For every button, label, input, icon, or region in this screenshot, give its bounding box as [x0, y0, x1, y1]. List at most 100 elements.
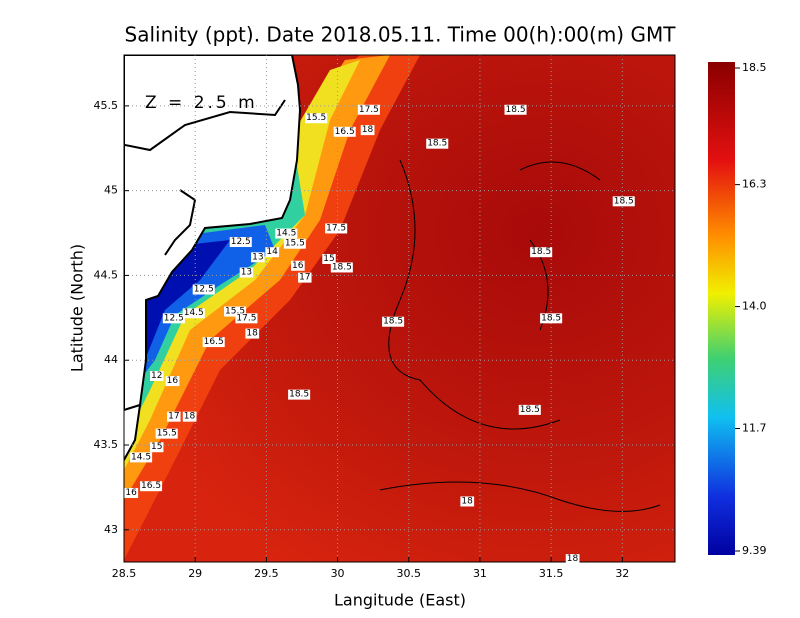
land [124, 403, 142, 461]
contour-label-text: 17.5 [359, 105, 379, 115]
x-tick-label: 30.5 [397, 567, 422, 580]
contour-label-box [325, 223, 348, 234]
colorbar-tick-label: 11.7 [742, 422, 767, 435]
front [124, 55, 390, 500]
contour-label: 18.5 [426, 138, 449, 149]
contour-label-text: 15 [323, 254, 334, 264]
x-tick-label: 30 [331, 567, 345, 580]
contour-label-box [305, 113, 328, 124]
contour-label: 16 [124, 487, 139, 498]
chart-title: Salinity (ppt). Date 2018.05.11. Time 00… [125, 23, 677, 47]
contour-label-box [192, 284, 215, 295]
contour-label: 14.5 [275, 228, 298, 239]
contour-label-box [382, 316, 405, 327]
contour-label-text: 16 [167, 376, 179, 386]
contour-label-box [460, 496, 475, 507]
contour-label: 18.5 [382, 316, 405, 327]
contour-label-text: 12.5 [231, 237, 251, 247]
contour-label-text: 16.5 [141, 481, 161, 491]
contour-label: 18.5 [330, 262, 353, 273]
contour-label-text: 17 [168, 412, 179, 422]
contour-label: 18 [182, 411, 197, 422]
contour-label-text: 15.5 [225, 307, 245, 317]
colorbar-tick-label: 9.39 [742, 544, 767, 557]
x-tick-label: 28.5 [112, 567, 137, 580]
contour-label: 16 [165, 376, 180, 387]
contour-label-text: 16 [125, 488, 137, 498]
contour-label-box [333, 126, 356, 137]
contour-label-box [283, 238, 306, 249]
contour-label-text: 13 [241, 268, 252, 278]
contour-label-box [290, 260, 305, 271]
contour-label-box [265, 247, 280, 258]
contour-label: 13 [251, 252, 265, 263]
x-tick-label: 31.5 [539, 567, 564, 580]
contour-label-text: 18.5 [506, 105, 526, 115]
contour-label: 17.5 [357, 104, 380, 115]
contour-label-text: 18.5 [332, 262, 352, 272]
x-tick-label: 31 [473, 567, 487, 580]
y-axis-label: Latitude (North) [68, 244, 87, 372]
contour-label-box [124, 487, 139, 498]
contour-label-text: 17 [299, 273, 310, 283]
y-tick-label: 45.5 [94, 99, 119, 112]
contour-label-text: 18.5 [427, 139, 447, 149]
contour-label: 15 [150, 442, 164, 453]
y-tick-label: 43.5 [94, 438, 119, 451]
contour-label-box [298, 272, 312, 283]
contour-label-text: 18.5 [289, 390, 309, 400]
contour-label-text: 18.5 [383, 317, 403, 327]
contour-label-text: 15.5 [306, 113, 326, 123]
front [145, 240, 230, 360]
contour-label: 15.5 [305, 113, 328, 124]
map-field [124, 55, 675, 562]
contour-label: 15.5 [224, 306, 247, 317]
contour-label: 17.5 [235, 313, 258, 324]
contour-label-box [140, 481, 163, 492]
contour-label-box [530, 247, 553, 258]
contour-label: 15.5 [283, 238, 306, 249]
coastline [124, 99, 286, 152]
x-tick-label: 29.5 [254, 567, 279, 580]
contour-label-box [275, 228, 298, 239]
contour-label: 15 [322, 253, 336, 264]
contour-label-text: 18.5 [531, 247, 551, 257]
contour-label-text: 12.5 [194, 285, 214, 295]
contour-label-box [357, 104, 380, 115]
contour-label-text: 18.5 [520, 405, 540, 415]
contour-label-text: 15.5 [157, 429, 177, 439]
contour-label-box [239, 267, 254, 278]
contour-label-text: 16.5 [335, 127, 355, 137]
contour-label: 12.5 [229, 237, 252, 248]
contour-label: 14 [265, 247, 280, 258]
contour-label: 17 [167, 411, 181, 422]
contour-label: 12.5 [162, 313, 185, 324]
contour-label: 12.5 [192, 284, 215, 295]
contour-label: 16.5 [333, 126, 356, 137]
front [135, 160, 305, 420]
contour-label: 18 [460, 496, 475, 507]
contour-label-text: 12.5 [164, 313, 184, 323]
contour-label-text: 18.5 [614, 196, 634, 206]
contour-label-box [150, 370, 164, 381]
x-tick-label: 32 [615, 567, 629, 580]
colorbar [708, 62, 735, 555]
coastline [164, 189, 197, 256]
x-axis-label: Langitude (East) [334, 591, 466, 610]
front [124, 55, 420, 560]
contour-label-box [612, 196, 635, 207]
contour-label: 14.5 [130, 452, 153, 463]
contour-label-text: 14.5 [184, 308, 204, 318]
contour-label-box [130, 452, 153, 463]
contour-label-box [322, 253, 336, 264]
contour-label: 18.5 [288, 389, 311, 400]
contour-label: 16 [290, 260, 305, 271]
contour-label: 17 [298, 272, 312, 283]
contour-label-text: 18.5 [541, 313, 561, 323]
contour-label-text: 14.5 [276, 229, 296, 239]
contour-label-box [245, 328, 260, 339]
contour-label-box [565, 554, 580, 565]
depth-annotation: Z = 2.5 m [145, 93, 258, 113]
contour-label-text: 14 [266, 247, 278, 257]
